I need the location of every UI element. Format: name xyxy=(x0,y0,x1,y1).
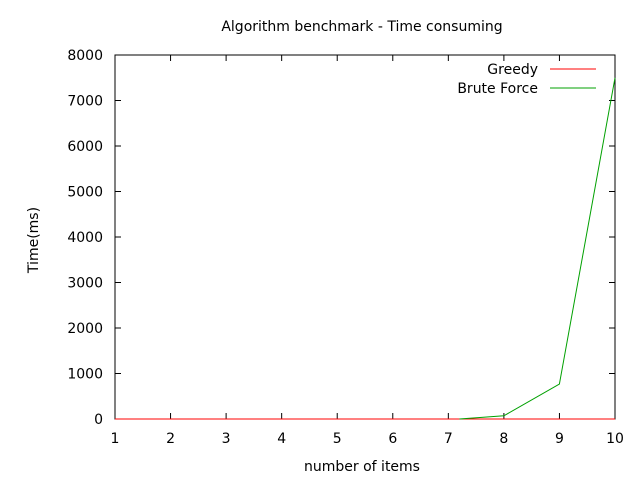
y-tick-label: 3000 xyxy=(67,276,103,292)
x-tick-label: 7 xyxy=(444,431,453,447)
x-tick-label: 6 xyxy=(388,431,397,447)
x-tick-label: 4 xyxy=(277,431,286,447)
legend-label-1: Brute Force xyxy=(457,81,538,97)
x-tick-label: 2 xyxy=(166,431,175,447)
plot-frame xyxy=(114,54,616,420)
y-tick-label: 2000 xyxy=(67,321,103,337)
y-tick-label: 4000 xyxy=(67,230,103,246)
series-lines xyxy=(115,77,616,420)
x-tick-label: 9 xyxy=(555,431,564,447)
legend-label-0: Greedy xyxy=(487,62,538,78)
x-tick-label: 3 xyxy=(222,431,231,447)
x-tick-label: 1 xyxy=(111,431,120,447)
y-axis-label: Time(ms) xyxy=(26,207,42,274)
legend: Greedy Brute Force xyxy=(457,62,596,97)
y-tick-label: 8000 xyxy=(67,48,103,64)
x-tick-label: 8 xyxy=(499,431,508,447)
x-tick-label: 10 xyxy=(606,431,624,447)
series-line-1 xyxy=(459,77,616,420)
y-tick-label: 7000 xyxy=(67,94,103,110)
y-tick-label: 6000 xyxy=(67,139,103,155)
y-tick-label: 1000 xyxy=(67,367,103,383)
y-tick-label: 5000 xyxy=(67,185,103,201)
x-axis-label: number of items xyxy=(304,459,420,475)
chart-title: Algorithm benchmark - Time consuming xyxy=(221,19,502,35)
x-tick-label: 5 xyxy=(333,431,342,447)
axis-ticks: 1 2 3 4 5 6 7 8 9 10 0 1000 2000 3000 4000 5000 6000 7000… xyxy=(67,48,624,447)
y-tick-label: 0 xyxy=(94,412,103,428)
